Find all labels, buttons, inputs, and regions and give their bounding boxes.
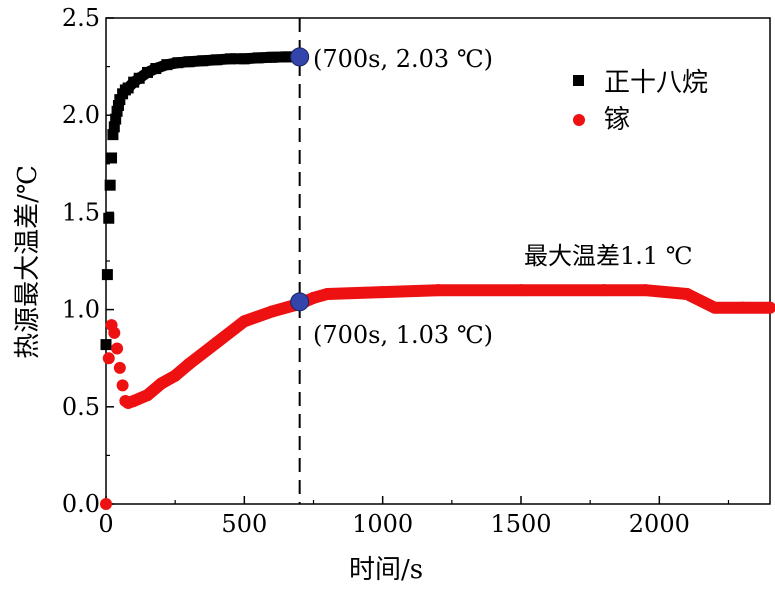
x-tick-label: 2000 [629,510,690,538]
x-tick-label: 1500 [490,510,551,538]
y-tick-label: 0.5 [62,393,100,421]
x-axis-title: 时间/s [349,555,423,585]
data-point-gallium [307,291,320,304]
x-tick-label: 1000 [352,510,413,538]
data-point-octadecane [238,53,250,65]
data-point-octadecane [280,51,292,63]
data-point-octadecane [266,51,278,63]
data-point-gallium [515,284,527,297]
data-point-gallium [708,301,721,314]
data-point-gallium [169,369,182,382]
data-point-gallium [376,286,389,299]
legend-label-gallium: 镓 [604,105,630,135]
highlight-marker [290,47,310,67]
data-point-octadecane [114,94,126,106]
data-point-octadecane [197,55,209,67]
data-point-gallium [111,342,124,355]
legend-label-octadecane: 正十八烷 [604,68,708,98]
legend-marker-gallium [573,114,585,126]
data-point-octadecane [128,76,140,88]
data-point-octadecane [142,66,153,78]
max-diff-annotation: 最大温差1.1 ℃ [524,242,693,270]
x-tick-label: 500 [221,510,267,538]
x-axis: 0 500 1000 1500 2000 [98,496,730,538]
data-point-octadecane [101,269,113,281]
data-point-octadecane [183,56,195,68]
data-point-octadecane [161,59,173,71]
data-point-gallium [432,284,444,297]
data-point-octadecane [122,82,134,94]
data-point-gallium [102,352,115,365]
data-point-octadecane [252,52,264,64]
data-point-gallium [598,284,610,297]
data-point-octadecane [111,105,123,117]
data-point-gallium [736,301,749,314]
data-point-gallium [639,284,652,297]
data-point-octadecane [150,63,162,75]
data-point-octadecane [172,57,184,69]
highlight-markers [290,47,310,312]
data-point-octadecane [133,72,145,84]
legend: 正十八烷 镓 [573,68,708,135]
data-point-gallium [321,288,334,301]
marker-label-top: (700s, 2.03 ℃) [313,45,493,73]
data-point-gallium [116,379,129,392]
data-point-octadecane [110,113,122,125]
data-point-octadecane [108,121,120,133]
y-axis-title: 热源最大温差/℃ [13,165,43,359]
highlight-marker [290,292,310,312]
data-point-octadecane [100,339,112,351]
y-tick-label: 1.5 [62,198,100,226]
data-point-gallium [141,389,154,402]
data-point-octadecane [106,152,118,164]
data-point-gallium [100,498,112,510]
data-point-octadecane [107,129,119,141]
data-point-octadecane [225,53,236,65]
data-point-octadecane [211,54,223,66]
y-tick-label: 2.5 [62,4,100,32]
y-tick-label: 0.0 [62,490,100,518]
data-point-gallium [108,326,121,339]
data-point-gallium [681,288,693,301]
legend-marker-octadecane [573,75,584,86]
y-axis: 0.0 0.5 1.0 1.5 2.0 2.5 [62,4,114,518]
data-point-gallium [155,377,168,390]
marker-label-bottom: (700s, 1.03 ℃) [313,321,493,349]
data-point-gallium [183,358,195,371]
data-point-gallium [113,361,126,374]
data-point-gallium [764,301,775,314]
data-point-gallium [127,394,140,407]
data-point-octadecane [104,179,116,191]
data-point-gallium [266,305,278,318]
data-point-gallium [238,315,251,328]
series-gallium [100,284,775,510]
series-octadecane [100,51,306,351]
y-tick-label: 1.0 [62,296,100,324]
x-tick-label: 0 [98,510,113,538]
data-point-octadecane [112,99,124,111]
data-point-octadecane [103,212,115,224]
data-point-gallium [210,336,223,349]
y-tick-label: 2.0 [62,101,100,129]
